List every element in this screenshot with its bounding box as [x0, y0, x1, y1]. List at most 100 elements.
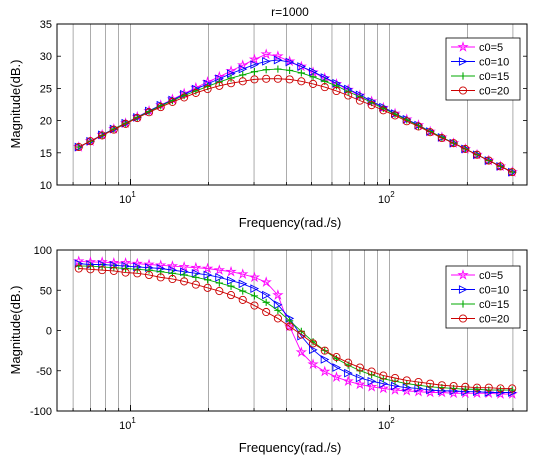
data-point	[401, 384, 413, 396]
data-point	[367, 101, 376, 110]
series-line	[78, 268, 513, 389]
data-point	[238, 77, 247, 86]
y-tick-label: 20	[40, 116, 52, 128]
data-point	[367, 367, 376, 376]
data-point	[332, 353, 341, 362]
data-point	[297, 330, 306, 339]
data-point	[508, 168, 516, 176]
data-point	[496, 162, 505, 171]
data-point	[215, 273, 224, 282]
data-point	[308, 79, 318, 88]
data-point	[273, 314, 282, 323]
top-y-axis-label: Magnitude(dB.)	[8, 60, 23, 149]
data-point	[144, 270, 154, 280]
bottom-series	[73, 255, 518, 399]
legend-box	[445, 265, 521, 329]
data-point	[297, 62, 306, 71]
data-point	[389, 384, 401, 395]
data-point	[178, 260, 190, 272]
data-point	[285, 75, 294, 84]
data-point	[424, 386, 436, 398]
data-point	[344, 368, 353, 378]
data-point	[355, 363, 364, 372]
data-point	[496, 384, 505, 393]
data-point	[367, 376, 377, 386]
data-point	[308, 345, 318, 355]
data-point	[86, 265, 95, 274]
data-point	[74, 264, 83, 273]
data-point	[238, 295, 247, 304]
data-point	[297, 69, 305, 77]
data-point	[213, 264, 225, 275]
data-point	[226, 276, 236, 285]
data-point	[262, 57, 271, 66]
y-tick-label: 10	[40, 180, 52, 192]
data-point	[98, 131, 107, 140]
top-panel: r=1000 10 15 20 25 30 35 101 102 Frequency(rad.…	[8, 5, 528, 230]
data-point	[508, 384, 517, 393]
data-point	[320, 346, 329, 355]
data-point	[109, 125, 118, 134]
data-point	[437, 133, 446, 143]
data-point	[260, 276, 272, 287]
data-point	[227, 282, 235, 290]
data-point	[332, 82, 341, 90]
data-point	[344, 91, 353, 100]
data-point	[274, 306, 282, 314]
legend-label: c0=10	[479, 57, 509, 69]
data-point	[484, 383, 493, 392]
data-point	[379, 106, 388, 115]
top-x-axis-label: Frequency(rad./s)	[239, 215, 342, 230]
data-point	[250, 292, 259, 300]
bottom-legend: c0=5 c0=10 c0=15 c0=20	[445, 265, 521, 329]
data-point	[295, 346, 307, 358]
top-series	[73, 48, 518, 177]
legend-label: c0=10	[479, 285, 509, 297]
y-tick-label: -100	[30, 406, 52, 418]
data-point	[319, 365, 331, 377]
data-point	[192, 273, 200, 281]
data-point	[344, 358, 353, 367]
data-point	[309, 73, 317, 81]
data-point	[447, 387, 460, 399]
data-point	[402, 117, 411, 126]
data-point	[274, 65, 282, 73]
y-tick-label: 100	[34, 245, 52, 257]
data-point	[248, 271, 261, 283]
data-point	[109, 266, 118, 275]
data-point	[144, 108, 154, 117]
data-point	[226, 291, 236, 300]
y-tick-label: 0	[46, 326, 52, 338]
legend-label: c0=20	[479, 86, 509, 98]
y-tick-label: 15	[40, 148, 52, 160]
data-point	[262, 290, 271, 300]
top-grid	[72, 24, 514, 185]
data-point	[320, 355, 330, 364]
data-point	[365, 380, 378, 392]
data-point	[426, 127, 434, 136]
data-point	[215, 81, 224, 90]
data-point	[121, 119, 130, 127]
data-point	[273, 74, 282, 83]
data-point	[74, 142, 83, 152]
data-point	[414, 122, 423, 131]
data-point	[273, 300, 283, 310]
legend-marker	[458, 314, 468, 323]
data-point	[226, 79, 236, 88]
x-tick-label: 102	[378, 190, 395, 206]
data-point	[203, 84, 212, 94]
legend-marker	[459, 72, 467, 80]
x-tick-label: 101	[119, 416, 136, 432]
data-point	[250, 301, 259, 310]
data-point	[180, 93, 189, 102]
data-point	[355, 373, 365, 383]
data-point	[283, 55, 296, 67]
data-point	[168, 97, 177, 106]
legend-marker	[459, 300, 467, 308]
data-point	[320, 83, 329, 92]
data-point	[203, 283, 212, 292]
bottom-grid	[72, 250, 514, 411]
y-tick-label: 25	[40, 83, 52, 95]
data-point	[190, 261, 202, 273]
